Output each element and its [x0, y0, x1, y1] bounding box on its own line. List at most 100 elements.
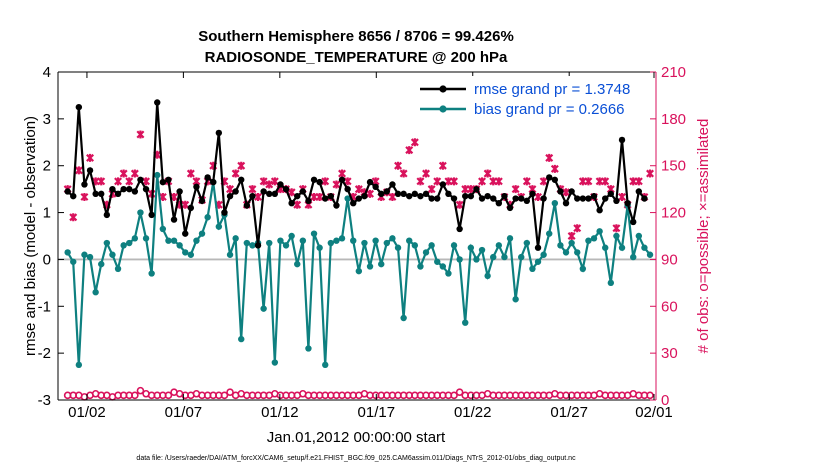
legend: rmse grand pr = 1.3748 bias grand pr = 0…: [416, 76, 648, 122]
x-axis-label: Jan.01,2012 00:00:00 start: [267, 429, 446, 446]
rmse-point: [378, 190, 385, 198]
bias-point: [176, 242, 183, 249]
bias-point: [344, 195, 351, 202]
rmse-point: [445, 190, 452, 198]
obs-assimilated-point: [97, 177, 106, 186]
bias-point: [305, 345, 312, 352]
bias-point: [630, 253, 637, 261]
rmse-point: [254, 242, 262, 249]
y-right-tick-label: 210: [661, 64, 686, 81]
obs-assimilated-point: [270, 177, 279, 186]
y-left-tick-label: 2: [43, 158, 51, 175]
chart-title-line1: Southern Hemisphere 8656 / 8706 = 99.426…: [198, 28, 514, 45]
rmse-point: [176, 188, 183, 195]
bias-point: [546, 230, 553, 237]
obs-assimilated-point: [237, 161, 246, 170]
bias-point: [316, 244, 323, 251]
bias-point: [635, 232, 643, 240]
rmse-point: [193, 183, 200, 190]
obs-assimilated-point: [433, 177, 442, 186]
y-right-tick-label: 180: [661, 111, 686, 128]
rmse-point: [602, 195, 609, 202]
bias-point: [450, 242, 458, 249]
chart-title-line2: RADIOSONDE_TEMPERATURE @ 200 hPa: [205, 49, 508, 66]
obs-assimilated-point: [259, 177, 268, 186]
bias-point: [439, 263, 447, 270]
bias-point: [501, 253, 508, 261]
bias-point: [260, 305, 267, 312]
bias-point: [613, 232, 620, 240]
rmse-point: [624, 200, 631, 207]
y-right-tick-label: 150: [661, 158, 686, 175]
bias-point: [462, 319, 469, 326]
rmse-point: [389, 181, 396, 188]
rmse-point: [154, 99, 161, 106]
bias-point: [484, 272, 491, 280]
obs-possible-point: [220, 391, 229, 400]
bias-point: [585, 237, 592, 244]
bias-point: [506, 235, 514, 242]
bias-point: [350, 237, 357, 244]
y-axis-right-label: # of obs: o=possible; ×=assimilated: [695, 119, 712, 354]
rmse-point: [277, 181, 284, 188]
rmse-point: [439, 181, 447, 188]
bias-point: [86, 253, 94, 261]
bias-point: [590, 235, 598, 242]
rmse-point: [579, 195, 587, 202]
bias-point: [131, 235, 139, 242]
bias-point: [540, 251, 547, 258]
y-left-tick-label: 3: [43, 111, 51, 128]
obs-possible-point: [131, 391, 139, 400]
rmse-point: [607, 190, 615, 198]
rmse-point: [372, 183, 379, 190]
y-left-tick-label: 4: [43, 64, 51, 81]
obs-assimilated-point: [634, 177, 643, 186]
rmse-point: [417, 192, 424, 200]
obs-assimilated-point: [315, 192, 324, 201]
bias-point: [445, 270, 452, 277]
rmse-point: [305, 197, 312, 205]
rmse-point: [467, 192, 475, 200]
x-tick-label: 01/17: [358, 404, 396, 421]
rmse-point: [92, 190, 99, 198]
bias-point: [103, 239, 111, 247]
rmse-point: [495, 200, 503, 207]
obs-assimilated-point: [646, 169, 655, 178]
obs-assimilated-point: [455, 200, 464, 209]
bias-point: [333, 237, 340, 244]
rmse-point: [182, 230, 189, 237]
rmse-point: [282, 185, 290, 193]
bias-point: [372, 237, 379, 244]
bias-point: [366, 263, 374, 270]
obs-possible-point: [450, 391, 458, 400]
obs-assimilated-point: [438, 161, 447, 170]
rmse-point: [288, 200, 295, 207]
rmse-point: [299, 188, 307, 195]
obs-possible-point: [226, 388, 234, 396]
bias-point: [495, 242, 503, 249]
rmse-point: [260, 188, 267, 195]
legend-bias-marker: [439, 105, 447, 113]
bias-point: [473, 256, 480, 263]
rmse-point: [294, 192, 301, 200]
rmse-point: [350, 200, 357, 207]
obs-assimilated-point: [416, 177, 425, 186]
bias-point: [574, 249, 581, 256]
rmse-point: [187, 204, 195, 212]
rmse-point: [333, 202, 340, 209]
bias-point: [193, 237, 200, 244]
bias-point: [198, 230, 206, 237]
rmse-point: [529, 190, 536, 198]
bias-point: [98, 260, 105, 268]
rmse-point: [518, 195, 525, 202]
obs-assimilated-point: [265, 180, 274, 189]
bias-point: [310, 230, 318, 237]
rmse-point: [501, 192, 508, 200]
bias-point: [215, 223, 223, 230]
rmse-point: [126, 185, 133, 193]
rmse-point: [434, 195, 441, 202]
bias-point: [226, 251, 234, 258]
obs-assimilated-point: [125, 177, 134, 186]
rmse-point: [243, 202, 251, 209]
bias-point: [232, 235, 239, 242]
